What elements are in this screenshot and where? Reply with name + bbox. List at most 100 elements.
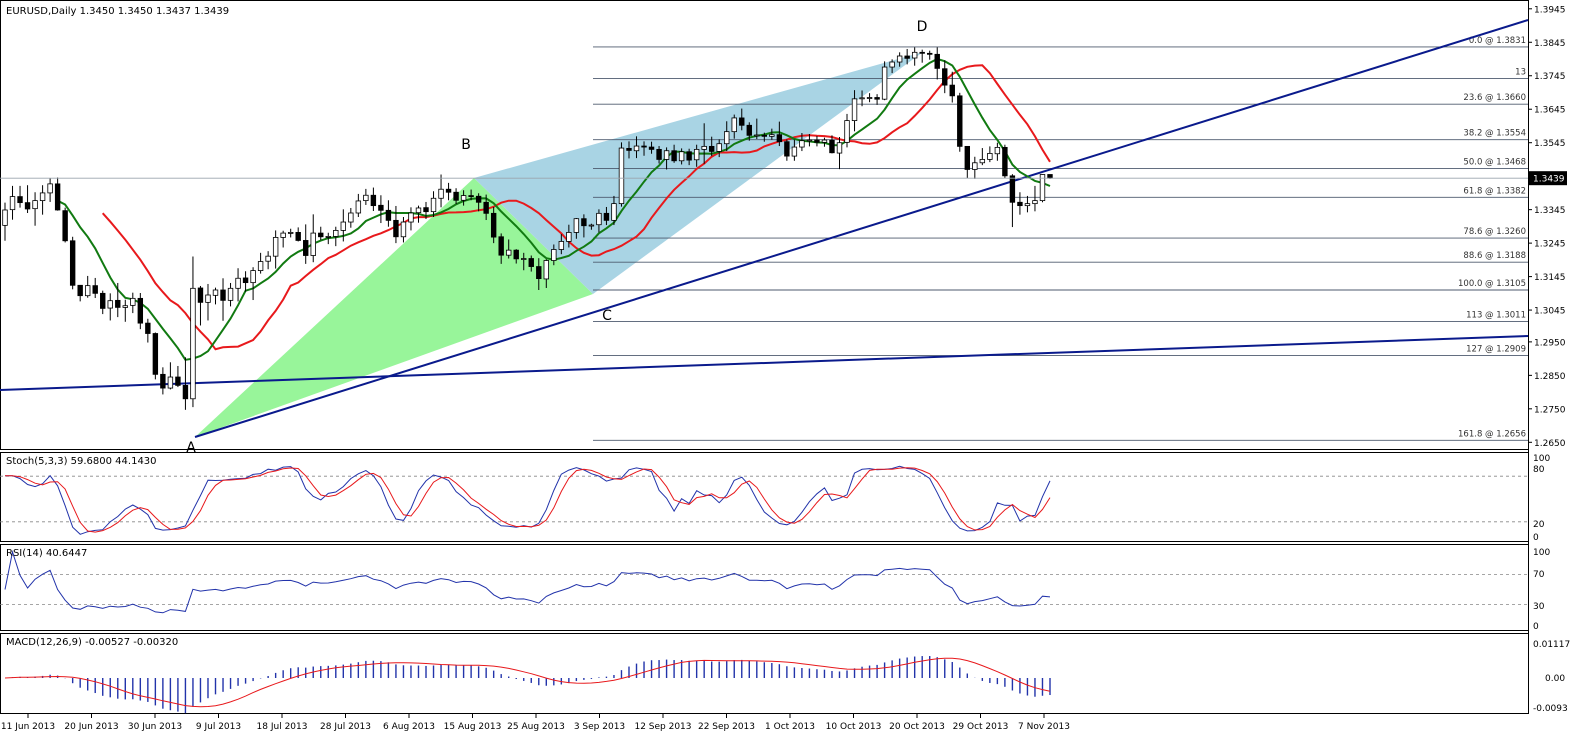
date-label: 1 Oct 2013 [765, 722, 815, 732]
rsi-level-0: 0 [1533, 622, 1539, 632]
date-label: 7 Nov 2013 [1018, 722, 1070, 732]
candle-body [84, 285, 91, 297]
stoch-label: Stoch(5,3,3) 59.6800 44.1430 [6, 456, 157, 467]
stoch-signal-line [5, 467, 1051, 533]
stoch-main-line [5, 465, 1051, 535]
date-label: 28 Jul 2013 [320, 722, 371, 732]
candle-body [182, 384, 189, 400]
candle-body [1017, 201, 1023, 207]
candle-body [385, 209, 392, 221]
candle-body [806, 139, 813, 142]
candle-body [648, 146, 655, 150]
candle-body [506, 249, 512, 256]
candle-body [242, 277, 249, 284]
price-tick-label: 1.2850 [1534, 372, 1566, 382]
candle-body [866, 97, 873, 99]
candle-body [423, 207, 429, 213]
pattern-point-c: C [602, 308, 612, 324]
candle-body [227, 287, 234, 301]
date-label: 18 Jul 2013 [257, 722, 308, 732]
rsi-level-30: 30 [1533, 602, 1545, 612]
candle-body [551, 249, 557, 261]
candle-body [190, 287, 196, 400]
fib-level-label: 0.0 @ 1.3831 [1469, 36, 1526, 46]
candle-body [581, 218, 587, 227]
candle-body [453, 191, 459, 201]
candle-body [693, 148, 700, 161]
candle-body [303, 240, 309, 256]
candle-body [167, 376, 174, 389]
price-tick-label: 1.2950 [1534, 338, 1566, 348]
candle-body [611, 203, 617, 221]
candle-body [130, 297, 136, 306]
candle-body [468, 195, 474, 197]
candle-body [994, 146, 1001, 155]
candle-body [340, 221, 347, 231]
date-label: 9 Jul 2013 [196, 722, 241, 732]
price-tick-label: 1.2750 [1534, 405, 1566, 415]
candle-body [212, 289, 219, 296]
candle-body [889, 61, 895, 68]
candle-body [859, 97, 865, 100]
fib-level-label: 100.0 @ 1.3105 [1458, 279, 1526, 289]
upper-trendline [194, 19, 1529, 438]
candle-body [445, 188, 452, 193]
price-tick-label: 1.3945 [1534, 5, 1566, 15]
price-tick-label: 1.3145 [1534, 273, 1566, 283]
candle-body [393, 219, 399, 238]
candle-body [1039, 174, 1046, 202]
candle-body [746, 124, 752, 136]
fib-level-label: 88.6 @ 1.3188 [1463, 251, 1526, 261]
candle-body [784, 141, 790, 157]
candle-body [100, 292, 106, 309]
candle-body [333, 230, 339, 237]
candle-body [370, 194, 377, 207]
candle-body [1047, 174, 1053, 179]
price-tick-label: 1.3745 [1534, 72, 1566, 82]
candle-body [934, 53, 940, 69]
candle-body [145, 322, 151, 334]
candle-body [348, 212, 354, 223]
date-label: 12 Sep 2013 [634, 722, 691, 732]
candle-body [633, 145, 640, 152]
candle-body [513, 249, 519, 260]
candle-body [205, 294, 211, 303]
candle-body [851, 98, 858, 122]
candle-body [69, 240, 76, 286]
macd-level-bottom: -0.0093 [1533, 704, 1568, 714]
candle-body [415, 207, 422, 214]
candle-body [641, 145, 647, 148]
candle-body [979, 159, 986, 164]
candle-body [521, 258, 527, 260]
macd-level-top: 0.01117 [1533, 640, 1570, 650]
candle-body [235, 277, 241, 289]
candle-body [39, 192, 46, 202]
price-tick-label: 1.3545 [1534, 139, 1566, 149]
candle-body [47, 183, 53, 194]
pattern-point-b: B [461, 137, 471, 153]
candle-body [573, 218, 580, 233]
candle-body [663, 150, 670, 160]
rsi-label: RSI(14) 40.6447 [6, 548, 87, 559]
candle-body [739, 117, 745, 126]
candle-body [972, 162, 978, 170]
date-label: 29 Oct 2013 [953, 722, 1009, 732]
candle-body [2, 209, 8, 226]
candle-body [881, 66, 888, 100]
moving-average-red [101, 64, 1051, 351]
price-tick-label: 1.3645 [1534, 106, 1566, 116]
candle-body [318, 232, 324, 238]
date-label: 10 Oct 2013 [826, 722, 882, 732]
candle-body [287, 232, 294, 234]
candle-body [107, 300, 113, 309]
date-label: 20 Oct 2013 [889, 722, 945, 732]
candle-body [355, 200, 362, 214]
candle-body [927, 52, 933, 55]
candle-body [618, 147, 625, 205]
candle-body [957, 95, 963, 147]
stoch-level-20: 20 [1533, 520, 1545, 530]
price-tick-label: 1.3845 [1534, 39, 1566, 49]
candle-body [942, 68, 948, 86]
candle-body [596, 212, 602, 226]
